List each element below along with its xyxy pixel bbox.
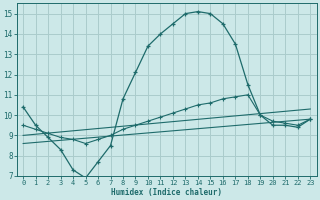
X-axis label: Humidex (Indice chaleur): Humidex (Indice chaleur)	[111, 188, 222, 197]
